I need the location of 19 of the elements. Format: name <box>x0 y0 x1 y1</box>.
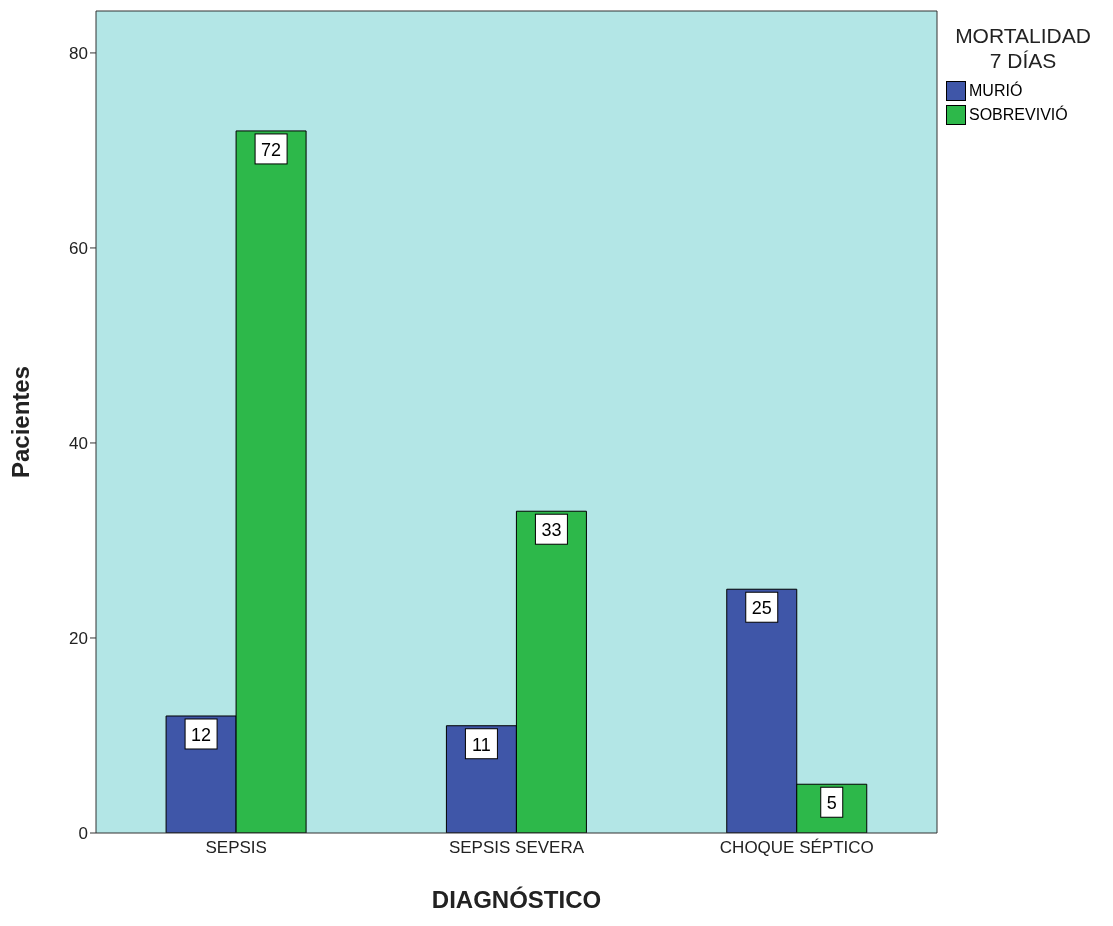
data-label: 25 <box>751 598 772 619</box>
y-axis-title: Pacientes <box>6 365 34 479</box>
data-label: 5 <box>826 793 837 814</box>
y-tick-label: 0 <box>78 824 88 844</box>
data-label: 12 <box>191 724 212 745</box>
y-tick-label: 20 <box>69 629 88 649</box>
legend-title: MORTALIDAD 7 DÍAS <box>954 23 1092 73</box>
x-axis-title: DIAGNÓSTICO <box>431 886 602 913</box>
x-tick-label: SEPSIS <box>205 838 267 858</box>
legend-label: MURIÓ <box>969 82 1023 100</box>
data-label: 72 <box>261 139 282 160</box>
legend-label: SOBREVIVIÓ <box>969 106 1068 124</box>
x-tick-label: SEPSIS SEVERA <box>448 838 585 858</box>
data-label: 11 <box>472 734 491 755</box>
y-tick-label: 60 <box>69 238 88 258</box>
data-label: 33 <box>541 520 562 541</box>
y-tick-label: 80 <box>69 43 88 63</box>
x-tick-label: CHOQUE SÉPTICO <box>719 838 874 858</box>
y-tick-label: 40 <box>69 434 88 453</box>
